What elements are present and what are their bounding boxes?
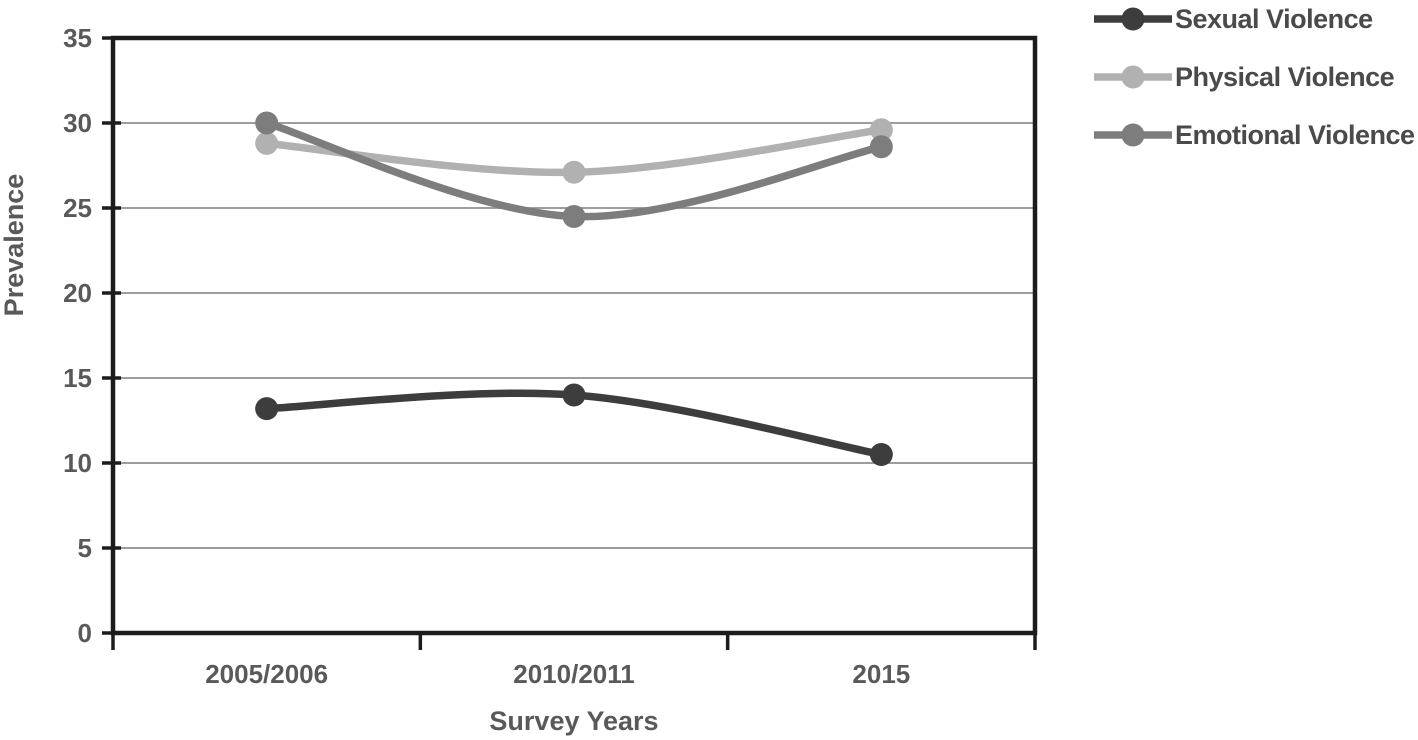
legend-item-physical-violence: Physical Violence bbox=[1093, 60, 1418, 94]
y-tick-label: 15 bbox=[63, 363, 92, 393]
legend-label: Sexual Violence bbox=[1175, 3, 1373, 34]
x-axis-title: Survey Years bbox=[489, 706, 659, 736]
data-point-marker bbox=[869, 118, 893, 142]
data-point-marker bbox=[255, 111, 279, 135]
data-point-marker bbox=[255, 397, 279, 421]
y-tick-label: 20 bbox=[63, 278, 92, 308]
data-point-marker bbox=[255, 131, 279, 155]
plot-border bbox=[110, 35, 1038, 636]
legend-label: Physical Violence bbox=[1175, 61, 1395, 92]
x-tick-label: 2010/2011 bbox=[513, 659, 635, 689]
axis-ticks bbox=[102, 36, 1037, 650]
gridlines bbox=[113, 122, 1035, 549]
y-tick-label: 30 bbox=[63, 108, 92, 138]
data-point-marker bbox=[869, 135, 893, 159]
data-point-marker bbox=[562, 383, 586, 407]
series-sexual-violence bbox=[255, 383, 893, 466]
y-tick-label: 0 bbox=[77, 618, 92, 648]
y-tick-label: 25 bbox=[63, 193, 92, 223]
legend-line-marker-icon bbox=[1094, 65, 1172, 89]
data-point-marker bbox=[562, 160, 586, 184]
legend-line-marker-icon bbox=[1094, 7, 1172, 31]
y-tick-label: 10 bbox=[63, 448, 92, 478]
x-tick-label: 2005/2006 bbox=[205, 659, 329, 689]
legend-item-sexual-violence: Sexual Violence bbox=[1093, 2, 1418, 36]
data-point-marker bbox=[562, 205, 586, 228]
series-emotional-violence bbox=[255, 111, 893, 228]
legend-item-emotional-violence: Emotional Violence bbox=[1093, 118, 1418, 152]
legend-line-marker-icon bbox=[1094, 123, 1172, 147]
y-tick-label: 5 bbox=[77, 533, 92, 563]
legend: Sexual Violence Physical Violence Emotio… bbox=[1093, 2, 1418, 176]
data-point-marker bbox=[869, 443, 893, 466]
legend-label: Emotional Violence bbox=[1175, 119, 1415, 150]
y-axis-title: Prevalence bbox=[0, 173, 29, 317]
y-tick-label: 35 bbox=[63, 23, 92, 53]
x-tick-label: 2015 bbox=[852, 659, 911, 689]
